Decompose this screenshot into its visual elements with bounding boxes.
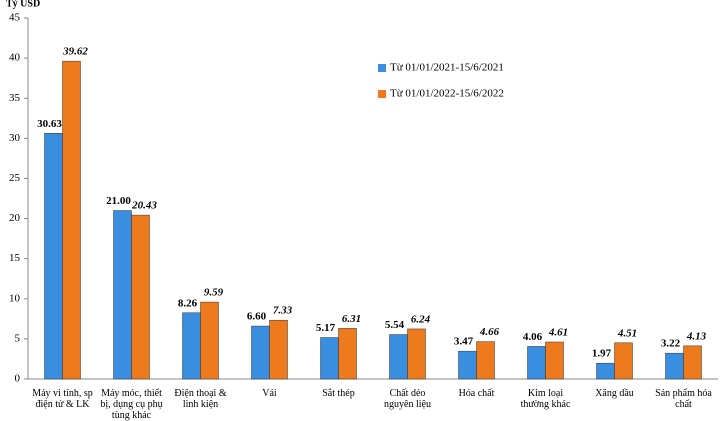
value-label: 3.22 [661, 338, 681, 350]
value-label: 5.17 [316, 322, 336, 334]
value-label: 4.13 [686, 330, 707, 342]
x-tick-label: Xăng dầu [595, 388, 634, 399]
bar [683, 345, 702, 380]
y-tick-label: 25 [9, 172, 21, 184]
bar [665, 352, 684, 380]
bar [389, 334, 408, 380]
value-label: 21.00 [106, 195, 131, 207]
y-tick-label: 30 [9, 132, 21, 144]
x-tick-label: Hóa chất [458, 388, 495, 399]
legend-label: Từ 01/01/2022-15/6/2022 [390, 88, 504, 100]
y-tick-label: 20 [9, 212, 21, 224]
value-label: 4.66 [479, 326, 500, 338]
bar [269, 319, 288, 380]
y-tick-label: 0 [15, 373, 21, 385]
value-label: 3.47 [454, 336, 474, 348]
bar [44, 133, 63, 380]
bar [62, 60, 81, 380]
value-label: 6.31 [342, 313, 361, 325]
x-tick-label: Vải [262, 388, 277, 399]
value-label: 1.97 [592, 348, 612, 360]
value-label: 4.61 [548, 327, 568, 339]
bar [596, 362, 615, 380]
y-tick-label: 35 [9, 92, 21, 104]
value-label: 4.06 [523, 331, 543, 343]
x-tick-label: Chất dẻo nguyên liệu [384, 388, 431, 410]
legend-swatch [378, 64, 386, 72]
y-tick-label: 40 [9, 52, 21, 64]
value-label: 9.59 [204, 287, 224, 299]
bar [458, 350, 477, 380]
x-tick-label: Máy vi tính, sp điện tử & LK [32, 388, 93, 410]
y-tick-label: 10 [9, 292, 21, 304]
bar [200, 301, 219, 380]
legend-swatch [378, 90, 386, 98]
bar [131, 214, 150, 380]
bar [614, 342, 633, 380]
value-label: 30.63 [37, 118, 62, 130]
value-label: 6.60 [247, 311, 267, 323]
y-tick-label: 45 [9, 12, 21, 24]
value-label: 4.51 [617, 327, 637, 339]
bar [320, 337, 339, 380]
value-label: 6.24 [411, 313, 431, 325]
y-axis-title: Tỷ USD [6, 0, 40, 9]
y-tick-label: 5 [15, 332, 21, 344]
value-label: 39.62 [62, 46, 88, 58]
legend-label: Từ 01/01/2021-15/6/2021 [390, 62, 504, 74]
x-tick-label: Sản phẩm hóa chất [655, 388, 712, 410]
bar [113, 210, 132, 380]
y-tick-label: 15 [9, 252, 21, 264]
bar [251, 325, 270, 380]
bar [407, 328, 426, 380]
value-label: 8.26 [178, 297, 198, 309]
value-label: 7.33 [273, 305, 293, 317]
bar [476, 341, 495, 380]
bar [527, 346, 546, 380]
x-tick-label: Kim loại thường khác [520, 388, 571, 410]
value-label: 20.43 [131, 200, 157, 212]
value-label: 5.54 [385, 319, 405, 331]
bar [338, 328, 357, 380]
x-tick-label: Điện thoại & linh kiện [174, 388, 227, 410]
bar [182, 312, 201, 380]
x-tick-label: Máy móc, thiết bị, dụng cụ phụ tùng khác [100, 388, 163, 421]
x-tick-label: Sắt thép [322, 388, 355, 399]
bar [545, 341, 564, 380]
